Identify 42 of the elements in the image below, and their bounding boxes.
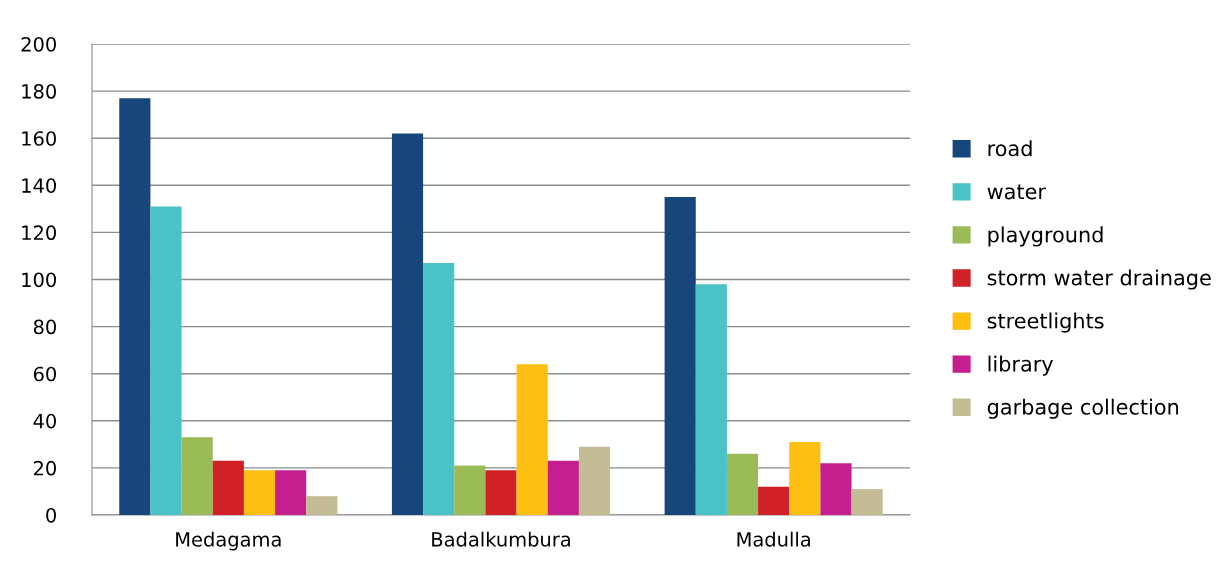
y-tick-label: 100	[22, 272, 56, 288]
y-tick-label: 140	[22, 178, 56, 193]
bar	[181, 437, 213, 515]
bar	[454, 465, 486, 515]
bar	[851, 489, 883, 515]
legend-label: road	[988, 140, 1032, 157]
bar	[212, 460, 244, 515]
y-tick-label: 180	[22, 84, 56, 99]
bar	[423, 263, 455, 515]
bar	[516, 364, 548, 515]
y-tick-label: 20	[33, 460, 56, 476]
bar	[119, 98, 151, 515]
legend-label: streetlights	[987, 312, 1104, 333]
legend-label: water	[987, 184, 1046, 200]
bar	[547, 460, 579, 515]
bar	[695, 284, 727, 515]
x-tick-label: Badalkumbura	[432, 531, 570, 547]
legend-label: garbage collection	[987, 398, 1179, 419]
y-tick-label: 160	[22, 131, 56, 146]
bar	[275, 470, 307, 515]
legend-label: playground	[988, 226, 1103, 247]
bar	[150, 206, 182, 515]
y-tick-label: 80	[33, 319, 56, 335]
bar	[243, 470, 276, 515]
bar	[820, 463, 852, 515]
bar	[789, 441, 821, 515]
y-tick-label: 0	[46, 507, 56, 523]
bar	[578, 446, 611, 515]
y-tick-label: 120	[22, 225, 56, 241]
bar	[758, 486, 790, 515]
bar	[726, 453, 759, 515]
legend-label: library	[988, 355, 1054, 376]
x-tick-label: Medagama	[176, 531, 281, 551]
y-tick-label: 60	[33, 366, 56, 382]
x-tick-label: Madulla	[737, 531, 810, 547]
y-tick-label: 40	[33, 413, 56, 429]
bar	[664, 197, 696, 515]
bar	[306, 496, 338, 515]
legend-label: storm water drainage	[987, 269, 1211, 290]
bar	[485, 470, 517, 515]
bar	[391, 133, 424, 515]
y-tick-label: 200	[21, 36, 56, 52]
